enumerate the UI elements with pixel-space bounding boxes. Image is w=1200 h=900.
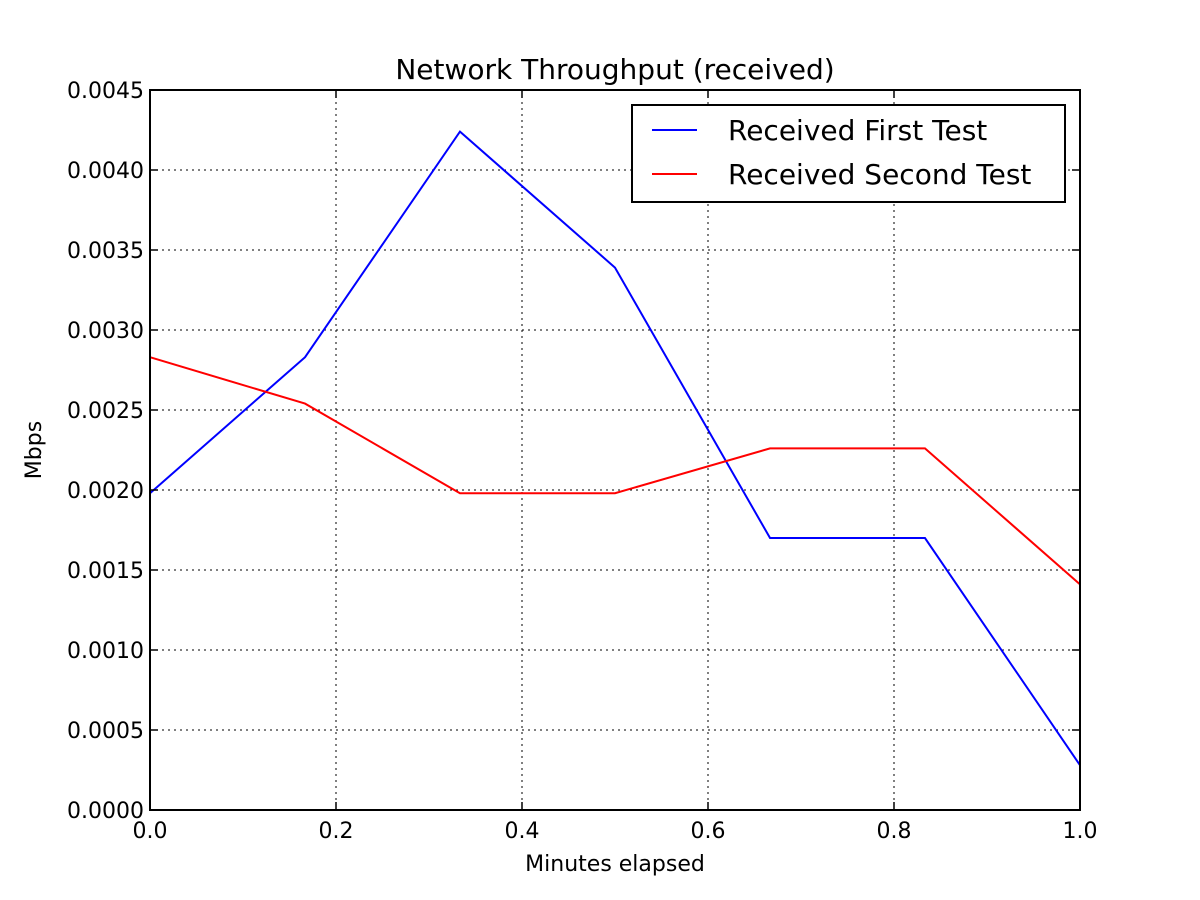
x-tick-label: 0.4 (505, 819, 540, 844)
y-tick-label: 0.0040 (67, 159, 144, 184)
y-tick-label: 0.0005 (67, 719, 144, 744)
y-axis-label: Mbps (22, 421, 47, 479)
x-tick-label: 0.0 (133, 819, 168, 844)
y-tick-label: 0.0045 (67, 79, 144, 104)
x-tick-label: 1.0 (1063, 819, 1098, 844)
y-tick-label: 0.0025 (67, 399, 144, 424)
y-tick-label: 0.0015 (67, 559, 144, 584)
x-tick-label: 0.2 (319, 819, 354, 844)
x-tick-label: 0.6 (691, 819, 726, 844)
y-tick-label: 0.0000 (67, 799, 144, 824)
axis-ticks: 0.0 0.2 0.4 0.6 0.8 1.0 0.0000 0.0005 0.0010 0.00… (67, 79, 1097, 844)
chart-title: Network Throughput (received) (395, 53, 834, 86)
x-axis-label: Minutes elapsed (525, 852, 705, 877)
x-tick-label: 0.8 (877, 819, 912, 844)
y-tick-label: 0.0010 (67, 639, 144, 664)
y-tick-label: 0.0030 (67, 319, 144, 344)
legend-box (631, 104, 1066, 203)
legend-label-second-test: Received Second Test (728, 158, 1031, 191)
legend-label-first-test: Received First Test (728, 114, 987, 147)
y-tick-label: 0.0020 (67, 479, 144, 504)
series-line-second-test (149, 356, 1081, 586)
plot-frame (149, 89, 1081, 811)
legend: Received First Test Received Second Test (631, 104, 1066, 203)
series-line-first-test (149, 130, 1081, 766)
series-lines (149, 130, 1081, 766)
y-tick-label: 0.0035 (67, 239, 144, 264)
